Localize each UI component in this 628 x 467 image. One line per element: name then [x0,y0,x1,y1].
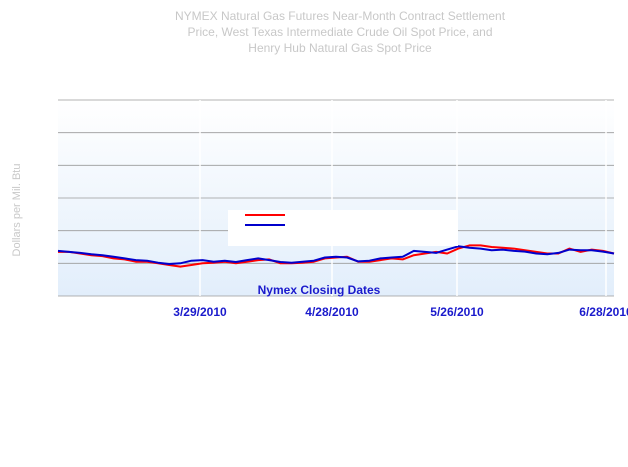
x-tick-label: 4/28/2010 [305,305,359,319]
series-layer [57,244,615,268]
chart-title-line: Price, West Texas Intermediate Crude Oil… [187,25,493,39]
chart-title-line: Henry Hub Natural Gas Spot Price [248,41,432,55]
x-axis-label: Nymex Closing Dates [258,283,381,297]
legend [228,210,458,246]
chart-title: NYMEX Natural Gas Futures Near-Month Con… [80,8,600,56]
series-line-1 [57,245,615,265]
chart-title-line: NYMEX Natural Gas Futures Near-Month Con… [174,9,506,23]
x-tick-label: 3/29/2010 [173,305,227,319]
x-axis-ticks: 3/29/2010 4/28/2010 5/26/2010 6/28/2010 [173,305,628,319]
x-tick-label: 5/26/2010 [430,305,484,319]
x-tick-label: 6/28/2010 [579,305,628,319]
